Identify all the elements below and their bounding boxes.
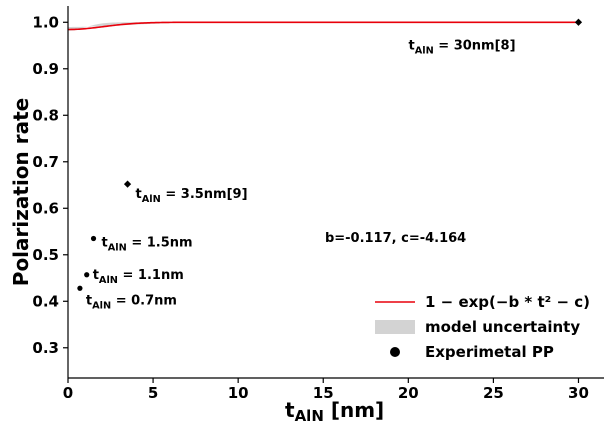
data-point bbox=[84, 272, 90, 278]
y-tick-label: 0.9 bbox=[32, 60, 59, 78]
y-tick-label: 1.0 bbox=[32, 13, 59, 31]
y-axis-title: Polarization rate bbox=[9, 98, 33, 286]
uncertainty-band-layer bbox=[68, 22, 579, 31]
x-tick-label: 20 bbox=[398, 384, 419, 402]
x-axis-title: tAlN [nm] bbox=[285, 398, 384, 425]
data-point bbox=[90, 235, 97, 242]
uncertainty-band bbox=[68, 22, 579, 31]
fit-line-layer bbox=[68, 21, 579, 31]
y-tick-label: 0.3 bbox=[32, 339, 59, 357]
legend-label-fit: 1 − exp(−b * t² − c) bbox=[425, 293, 590, 311]
y-tick-label: 0.7 bbox=[32, 153, 59, 171]
data-label: tAlN = 30nm[8] bbox=[408, 38, 515, 56]
data-label: tAlN = 1.1nm bbox=[93, 268, 184, 286]
x-tick-label: 25 bbox=[483, 384, 504, 402]
data-point-layer bbox=[77, 18, 583, 291]
legend-point-swatch bbox=[390, 347, 400, 357]
data-label: tAlN = 0.7nm bbox=[86, 293, 177, 311]
data-label: tAlN = 1.5nm bbox=[102, 236, 193, 254]
x-tick-label: 15 bbox=[313, 384, 334, 402]
x-tick-label: 30 bbox=[568, 384, 589, 402]
data-point bbox=[77, 285, 83, 291]
legend-band-swatch bbox=[375, 320, 415, 334]
legend-label-points: Experimetal PP bbox=[425, 343, 554, 361]
y-tick-label: 0.6 bbox=[32, 199, 59, 217]
y-tick-label: 0.4 bbox=[32, 292, 59, 310]
x-tick-label: 5 bbox=[148, 384, 158, 402]
y-tick-label: 0.5 bbox=[32, 246, 59, 264]
x-tick-label: 0 bbox=[63, 384, 73, 402]
data-point bbox=[574, 18, 583, 26]
legend-label-uncertainty: model uncertainty bbox=[425, 318, 580, 336]
axes-layer: 0 5 10 15 20 25 30 0.3 0.4 0.5 0.6 0.7 0.8 0.9 1.0 tAlN… bbox=[9, 6, 604, 425]
fit-line bbox=[68, 21, 579, 31]
x-tick-label: 10 bbox=[228, 384, 249, 402]
data-point bbox=[123, 180, 132, 188]
fit-parameters-label: b=-0.117, c=-4.164 bbox=[325, 231, 466, 246]
legend: 1 − exp(−b * t² − c) model uncertainty Exp… bbox=[375, 293, 590, 361]
annotation-layer: tAlN = 0.7nm tAlN = 1.1nm tAlN = 1.5nm tAlN… bbox=[86, 38, 516, 311]
y-tick-label: 0.8 bbox=[32, 106, 59, 124]
data-label: tAlN = 3.5nm[9] bbox=[136, 187, 248, 205]
